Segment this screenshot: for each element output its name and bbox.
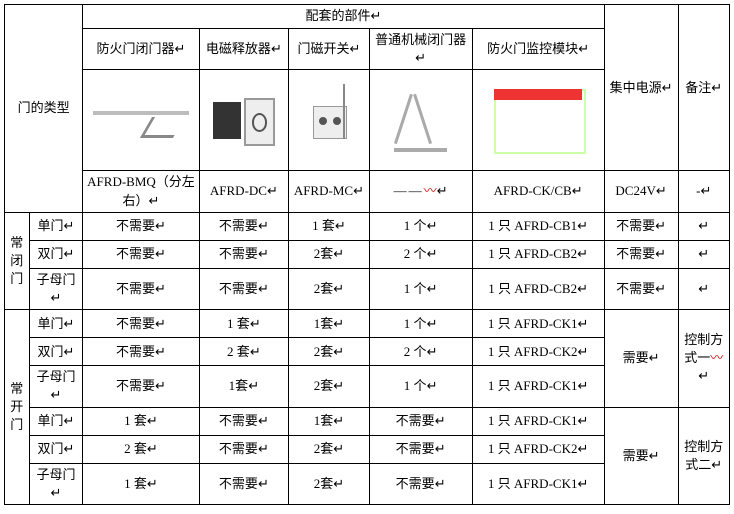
cell: 不需要↵ — [199, 463, 288, 504]
door-type-cell: 双门↵ — [29, 240, 83, 268]
cell: 1 套↵ — [289, 212, 370, 240]
cell: 不需要↵ — [199, 435, 288, 463]
cell: 不需要↵ — [83, 240, 199, 268]
components-header: 配套的部件↵ — [83, 5, 604, 29]
cell: 不需要↵ — [199, 212, 288, 240]
cell: 1 只 AFRD-CB2↵ — [472, 240, 604, 268]
cell: 不需要↵ — [199, 240, 288, 268]
cell: 不需要↵ — [369, 435, 472, 463]
cell: 1 只 AFRD-CB1↵ — [472, 212, 604, 240]
power-header: 集中电源↵ — [604, 5, 678, 171]
cell: 1 只 AFRD-CK1↵ — [472, 463, 604, 504]
cell: 2套↵ — [289, 240, 370, 268]
cell: 1 只 AFRD-CK1↵ — [472, 310, 604, 338]
col-closer: 防火门闭门器↵ — [83, 29, 199, 70]
door-type-cell: 双门↵ — [29, 435, 83, 463]
cell: 2套↵ — [289, 366, 370, 407]
cell-power: 需要↵ — [604, 310, 678, 407]
cell: 不需要↵ — [83, 310, 199, 338]
cell: 不需要↵ — [83, 212, 199, 240]
thumb-monitor — [472, 70, 604, 171]
cell: 1 只 AFRD-CK1↵ — [472, 407, 604, 435]
model-em-release: AFRD-DC↵ — [199, 171, 288, 212]
door-type-header: 门的类型 — [5, 5, 83, 213]
cell: 1 只 AFRD-CK2↵ — [472, 338, 604, 366]
cell: 不需要↵ — [83, 268, 199, 309]
model-monitor: AFRD-CK/CB↵ — [472, 171, 604, 212]
cell: 1 套↵ — [83, 463, 199, 504]
door-type-cell: 单门↵ — [29, 310, 83, 338]
model-power: DC24V↵ — [604, 171, 678, 212]
door-type-cell: 双门↵ — [29, 338, 83, 366]
door-type-cell: 单门↵ — [29, 407, 83, 435]
cell: ↵ — [678, 268, 730, 309]
cell-power: 需要↵ — [604, 407, 678, 504]
fire-door-components-table: 门的类型 配套的部件↵ 集中电源↵ 备注↵ 防火门闭门器↵ 电磁释放器↵ 门磁开… — [4, 4, 730, 505]
cell: 1 套↵ — [83, 407, 199, 435]
thumb-mech-closer — [369, 70, 472, 171]
group-closed: 常闭门 — [5, 212, 30, 309]
cell: 2套↵ — [289, 435, 370, 463]
model-closer: AFRD-BMQ（分左右）↵ — [83, 171, 199, 212]
door-type-cell: 子母门↵ — [29, 463, 83, 504]
cell: ↵ — [678, 212, 730, 240]
cell: ↵ — [678, 240, 730, 268]
cell: 2 个↵ — [369, 240, 472, 268]
cell: 不需要↵ — [199, 407, 288, 435]
cell: 不需要↵ — [604, 212, 678, 240]
cell: 1套↵ — [289, 310, 370, 338]
cell-remark: 控制方式二↵ — [678, 407, 730, 504]
cell: 1 个↵ — [369, 268, 472, 309]
cell: 2套↵ — [289, 268, 370, 309]
cell: 1 套↵ — [199, 310, 288, 338]
cell: 2套↵ — [289, 338, 370, 366]
remark-header: 备注↵ — [678, 5, 730, 171]
cell: 2 个↵ — [369, 338, 472, 366]
model-mech-closer: ——〰↵ — [369, 171, 472, 212]
group-open: 常开门 — [5, 310, 30, 505]
thumb-em-release — [199, 70, 288, 171]
cell: 不需要↵ — [199, 268, 288, 309]
col-monitor: 防火门监控模块↵ — [472, 29, 604, 70]
door-type-cell: 子母门↵ — [29, 366, 83, 407]
model-mag-switch: AFRD-MC↵ — [289, 171, 370, 212]
col-mech-closer: 普通机械闭门器↵ — [369, 29, 472, 70]
cell: 1 个↵ — [369, 212, 472, 240]
cell: 1 只 AFRD-CB2↵ — [472, 268, 604, 309]
cell: 2 套↵ — [199, 338, 288, 366]
cell: 1 个↵ — [369, 310, 472, 338]
cell: 不需要↵ — [369, 463, 472, 504]
door-type-cell: 单门↵ — [29, 212, 83, 240]
door-type-cell: 子母门↵ — [29, 268, 83, 309]
cell: 1 只 AFRD-CK2↵ — [472, 435, 604, 463]
cell: 1 只 AFRD-CK1↵ — [472, 366, 604, 407]
cell: 1套↵ — [199, 366, 288, 407]
col-mag-switch: 门磁开关↵ — [289, 29, 370, 70]
thumb-closer — [83, 70, 199, 171]
cell: 2套↵ — [289, 463, 370, 504]
cell: 1 个↵ — [369, 366, 472, 407]
model-remark: -↵ — [678, 171, 730, 212]
cell: 不需要↵ — [83, 338, 199, 366]
cell: 2 套↵ — [83, 435, 199, 463]
cell: 不需要↵ — [369, 407, 472, 435]
cell: 不需要↵ — [83, 366, 199, 407]
cell-remark: 控制方式一〰↵ — [678, 310, 730, 407]
cell: 1套↵ — [289, 407, 370, 435]
cell: 不需要↵ — [604, 240, 678, 268]
thumb-mag-switch — [289, 70, 370, 171]
cell: 不需要↵ — [604, 268, 678, 309]
col-em-release: 电磁释放器↵ — [199, 29, 288, 70]
